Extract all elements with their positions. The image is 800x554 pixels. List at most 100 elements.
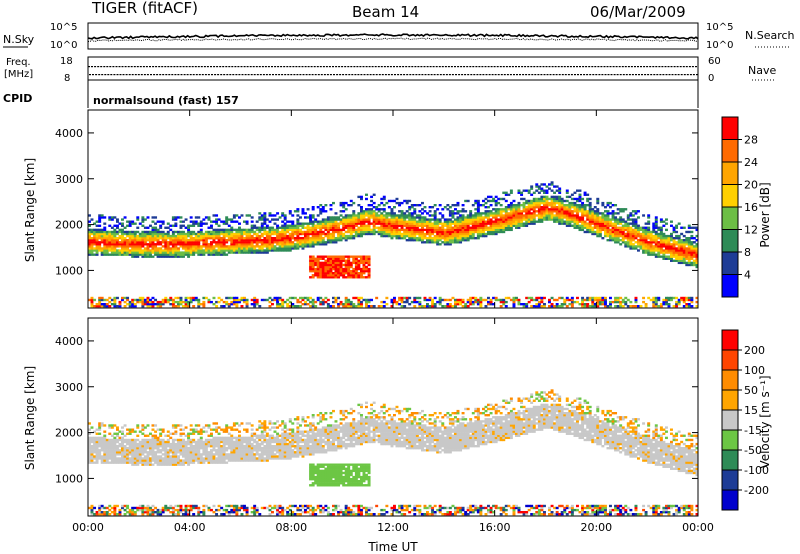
power-cell xyxy=(654,296,658,300)
power-cell xyxy=(423,241,427,244)
velocity-cell xyxy=(123,461,127,464)
power-cell xyxy=(659,226,663,229)
power-cell xyxy=(113,241,117,244)
power-cell xyxy=(438,239,442,242)
nave-dot xyxy=(162,74,165,76)
power-cell xyxy=(591,210,595,213)
power-cell xyxy=(537,197,541,201)
power-cell xyxy=(332,241,335,244)
power-cell xyxy=(398,232,402,236)
power-cell xyxy=(316,272,320,275)
power-cell xyxy=(316,298,320,302)
power-cell xyxy=(672,249,676,252)
power-cell xyxy=(398,218,402,221)
power-cell xyxy=(581,218,585,221)
nave-dot xyxy=(641,74,643,76)
power-cell xyxy=(512,303,516,306)
power-cell xyxy=(583,212,587,215)
power-cell xyxy=(367,216,371,219)
power-cell xyxy=(525,214,529,217)
power-cell xyxy=(372,216,376,219)
power-cell xyxy=(276,237,280,240)
power-cell xyxy=(169,253,173,256)
power-cell xyxy=(474,224,478,227)
power-cell xyxy=(248,237,252,240)
power-cell xyxy=(560,201,564,205)
power-cell xyxy=(507,212,511,215)
power-cell xyxy=(365,193,368,196)
nave-dot xyxy=(537,74,540,76)
power-cell xyxy=(299,245,302,248)
power-cell xyxy=(197,305,201,308)
power-cell xyxy=(573,300,577,304)
power-cell xyxy=(232,249,236,252)
power-cell xyxy=(619,220,623,223)
power-cell xyxy=(151,303,155,306)
power-cell xyxy=(382,305,386,308)
power-cell xyxy=(362,255,366,258)
power-cell xyxy=(687,247,691,250)
power-cell xyxy=(352,257,356,260)
power-cell xyxy=(161,255,165,258)
power-cell xyxy=(309,243,313,246)
power-cell xyxy=(665,241,668,244)
power-cell xyxy=(649,230,653,234)
nave-dot xyxy=(137,74,140,76)
power-cell xyxy=(568,212,572,215)
power-cell xyxy=(149,237,152,240)
power-cell xyxy=(337,303,341,306)
power-cell xyxy=(177,305,180,308)
power-cell xyxy=(225,232,229,236)
power-cell xyxy=(309,218,313,221)
power-cell xyxy=(171,239,175,242)
power-cell xyxy=(258,239,262,242)
power-cell xyxy=(469,234,473,238)
power-cell xyxy=(128,230,132,234)
nave-dot xyxy=(607,74,610,76)
power-cell xyxy=(545,210,549,213)
power-cell xyxy=(227,234,231,238)
power-cell xyxy=(166,298,170,302)
power-cell xyxy=(583,303,587,306)
power-cell xyxy=(532,204,536,207)
power-cell xyxy=(349,303,353,306)
power-cell xyxy=(301,239,305,242)
power-cell xyxy=(95,234,99,238)
power-cell xyxy=(240,214,244,217)
power-cell xyxy=(304,237,307,240)
power-cell xyxy=(220,249,224,252)
power-cell xyxy=(695,245,699,248)
power-cell xyxy=(306,239,310,242)
power-cell xyxy=(441,208,445,211)
power-cell xyxy=(283,218,287,221)
power-cell xyxy=(377,305,381,308)
velocity-cell xyxy=(108,449,112,452)
power-cell xyxy=(334,218,338,221)
power-cell xyxy=(90,230,94,234)
power-cell xyxy=(532,218,536,221)
power-cell xyxy=(182,243,185,246)
nave-dot xyxy=(125,74,128,76)
power-cell xyxy=(250,303,254,306)
power-cell xyxy=(182,300,185,304)
freq-dot xyxy=(115,66,118,68)
power-cell xyxy=(296,241,300,244)
velocity-cell xyxy=(103,445,107,448)
power-cell xyxy=(596,232,600,236)
power-cell xyxy=(179,298,183,302)
power-cell xyxy=(509,204,513,207)
power-cell xyxy=(365,226,368,229)
power-cell xyxy=(306,237,310,240)
power-cell xyxy=(675,300,679,304)
power-cell xyxy=(446,228,450,232)
power-cell xyxy=(258,226,262,229)
freq-dot xyxy=(240,66,243,68)
power-cell xyxy=(593,230,597,234)
power-cell xyxy=(672,255,676,258)
power-cell xyxy=(301,212,305,215)
power-cell xyxy=(426,212,429,215)
power-cell xyxy=(451,228,455,232)
nave-dot xyxy=(479,74,482,76)
power-cell xyxy=(90,239,94,242)
power-cell xyxy=(492,224,496,227)
